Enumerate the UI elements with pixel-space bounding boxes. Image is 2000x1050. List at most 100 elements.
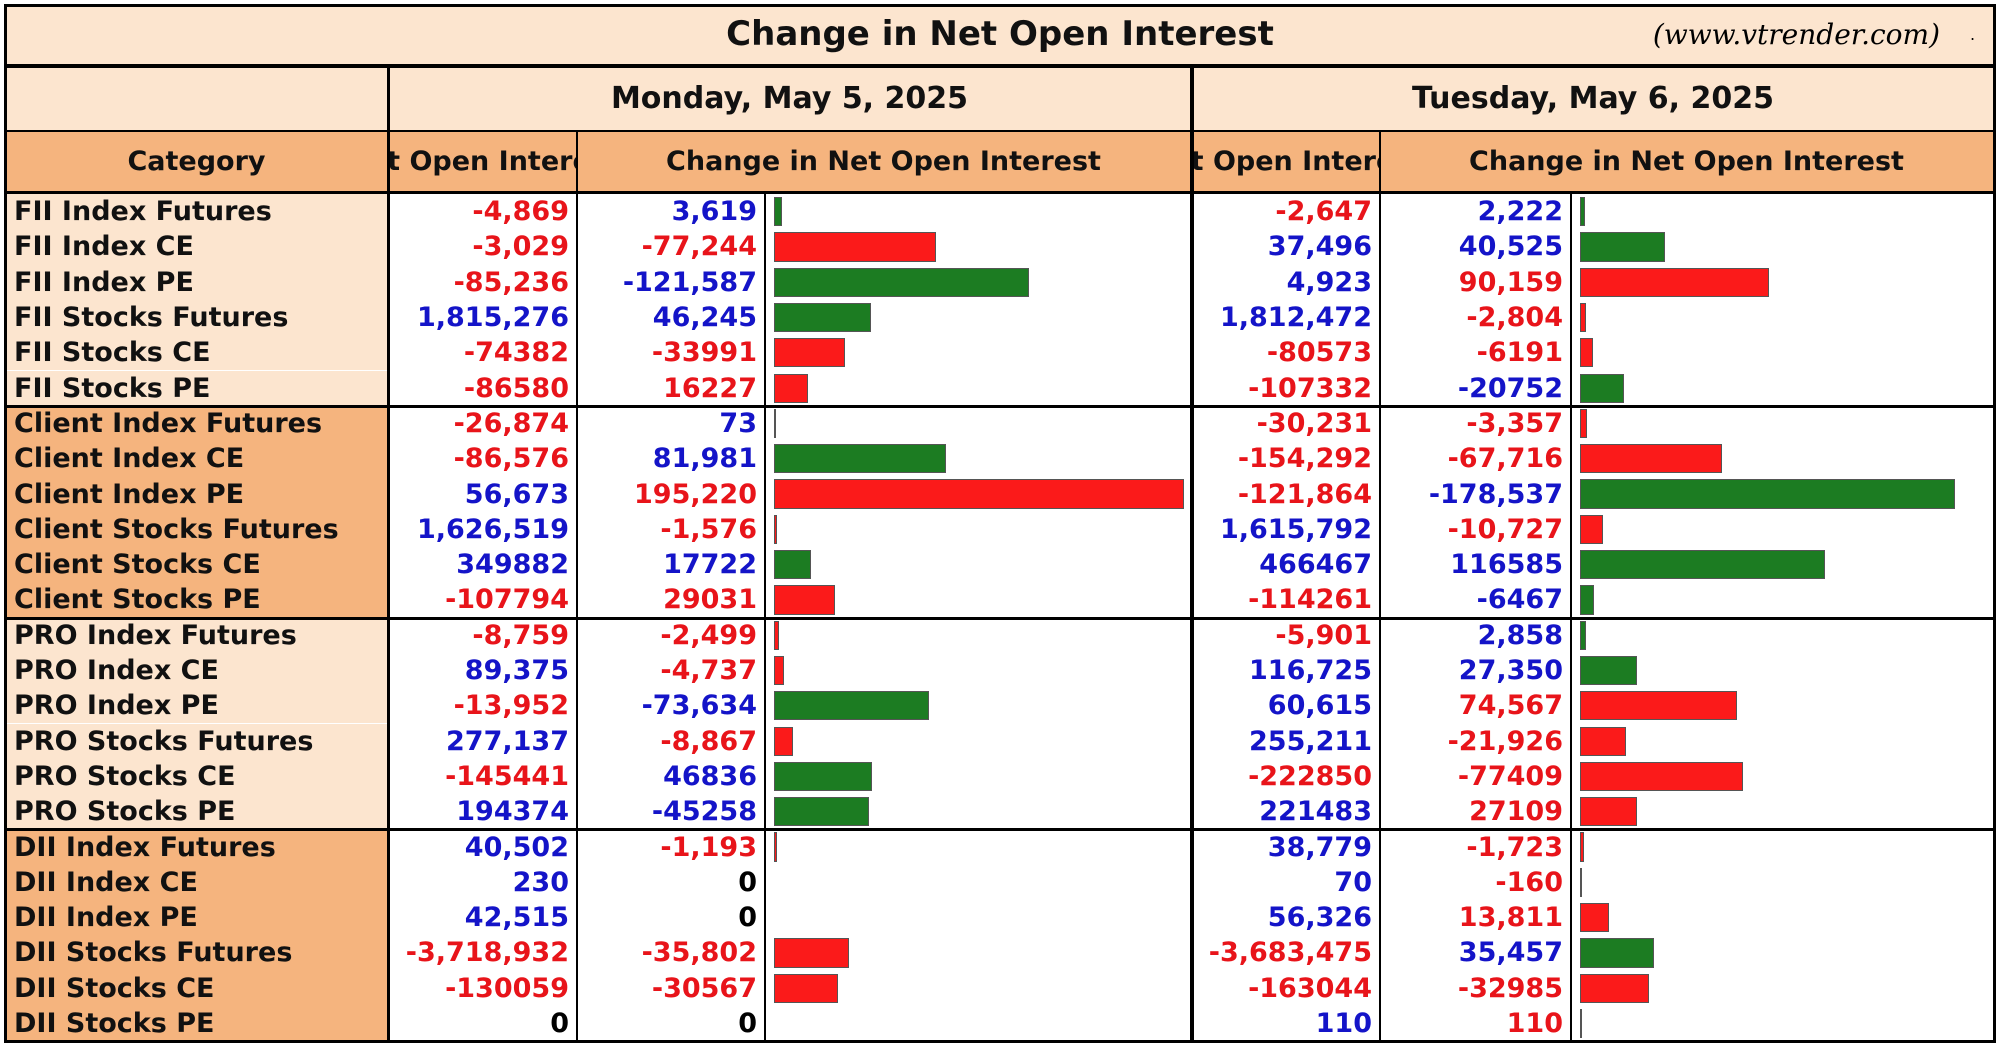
change-bar [1580,691,1737,721]
change: 195,220 [634,478,757,510]
column-header: Category [4,130,389,194]
change: 16227 [663,372,757,404]
net-oi: -86580 [463,372,569,404]
change: -32985 [1457,972,1563,1004]
change: -6191 [1476,337,1563,369]
change: -160 [1495,866,1563,898]
rule [1190,64,1194,1042]
change: 116585 [1450,549,1563,581]
rule [4,4,1996,7]
title-bar [4,4,1996,64]
change-bar [1580,938,1655,968]
change: -6467 [1476,584,1563,616]
net-oi: -154,292 [1237,443,1372,475]
change: 27109 [1469,796,1563,828]
net-oi: -80573 [1266,337,1372,369]
change-bar [774,373,809,403]
net-oi: 4,923 [1286,266,1372,298]
rule [1379,130,1381,1042]
net-oi: 89,375 [464,655,569,687]
net-oi: 40,502 [464,831,569,863]
net-oi: 60,615 [1267,690,1372,722]
change: 81,981 [652,443,757,475]
category: FII Stocks CE [4,335,389,371]
change-bar [774,197,782,227]
net-oi: -222850 [1248,760,1372,792]
net-oi: -121,864 [1237,478,1372,510]
net-oi: 0 [550,1008,569,1040]
category: DII Stocks CE [4,970,389,1006]
net-oi: -4,869 [472,196,569,228]
source: (www.vtrender.com) [1652,17,1940,51]
net-oi: 1,812,472 [1219,302,1372,334]
category: DII Index Futures [4,829,389,865]
net-oi: -163044 [1248,972,1372,1004]
change: 46836 [663,760,757,792]
category: FII Stocks Futures [4,299,389,336]
change-bar [774,655,784,686]
category: Client Stocks CE [4,547,389,583]
category: Client Stocks PE [4,582,389,618]
net-oi: -86,576 [453,443,569,475]
change: -121,587 [622,266,757,298]
change: 27,350 [1458,655,1563,687]
change-bar [1580,373,1624,403]
net-oi: -8,759 [472,619,569,651]
net-oi: 230 [512,866,569,898]
change: -3,357 [1466,407,1563,439]
category: DII Index PE [4,900,389,936]
change: 90,159 [1458,266,1563,298]
rule [764,194,766,1042]
net-oi: -3,683,475 [1208,937,1372,969]
category: PRO Stocks Futures [4,723,389,759]
change-bar [774,302,872,333]
day-header: Monday, May 5, 2025 [389,68,1190,130]
rule [4,1040,1996,1044]
category: PRO Index Futures [4,617,389,653]
change-bar [1580,797,1637,827]
net-oi: -2,647 [1275,196,1372,228]
column-header: Net Open Interest [389,130,577,194]
change: -1,193 [660,831,757,863]
rule [4,130,1996,132]
change-bar [774,726,793,756]
change-bar [774,338,846,368]
net-oi: -130059 [445,972,569,1004]
change: 29031 [663,584,757,616]
change: -2,499 [660,619,757,651]
change-bar [1580,655,1638,686]
category: Client Index PE [4,476,389,512]
change: -8,867 [660,725,757,757]
category: DII Stocks PE [4,1005,389,1042]
change-bar [1580,338,1593,368]
rule [1570,194,1572,1042]
change: 0 [738,902,757,934]
net-oi: 38,779 [1267,831,1372,863]
net-oi: 349882 [456,549,569,581]
net-oi: 70 [1334,866,1372,898]
category: FII Index PE [4,264,389,300]
net-oi: -107332 [1248,372,1372,404]
change-bar [1580,302,1586,333]
change-bar [774,832,777,862]
change-bar [1580,973,1650,1003]
rule [4,64,1996,68]
change-bar [1580,479,1955,509]
change: -73,634 [641,690,757,722]
change: 0 [738,1008,757,1040]
net-oi: 1,626,519 [416,513,569,545]
net-oi: 56,673 [464,478,569,510]
change-bar [1580,620,1586,650]
change: -20752 [1457,372,1563,404]
net-oi: 221483 [1259,796,1372,828]
column-header: Change in Net Open Interest [1380,130,1993,194]
change: -178,537 [1428,478,1563,510]
category: FII Index Futures [4,194,389,230]
change-bar [1580,550,1825,580]
change: -67,716 [1447,443,1563,475]
change: 2,222 [1477,196,1563,228]
change-bar [1580,726,1627,756]
net-oi: 194374 [456,796,569,828]
change: -35,802 [641,937,757,969]
